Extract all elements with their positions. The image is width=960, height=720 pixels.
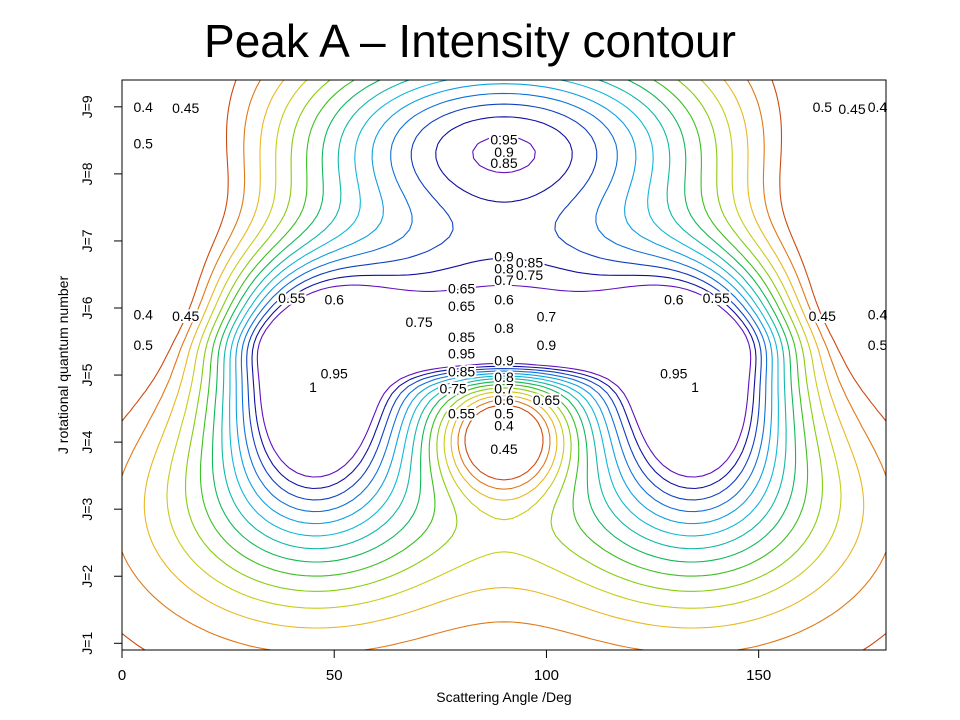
contour-label: 0.5 xyxy=(133,136,153,152)
contour-label: 0.45 xyxy=(809,308,836,324)
contour-level-line xyxy=(221,79,787,550)
contour-level-line xyxy=(143,79,865,629)
y-axis: J=1 J=2 J=3 J=4 J=5 J=6 J=7 J=8 J=9 xyxy=(79,95,122,655)
y-tick-label: J=5 xyxy=(79,363,95,386)
contour-label: 0.95 xyxy=(490,132,517,148)
contour-label: 0.8 xyxy=(494,260,514,276)
contour-level-line xyxy=(166,79,842,609)
contour-label: 0.6 xyxy=(324,291,344,307)
x-tick-label: 150 xyxy=(746,667,771,684)
contour-label: 0.5 xyxy=(868,337,888,353)
contour-labels: 0.950.90.850.9 0.850.8 0.750.70.650.60.650… xyxy=(131,97,889,459)
contour-label: 0.65 xyxy=(448,281,475,297)
contour-label: 0.6 xyxy=(664,291,684,307)
contour-label: 0.6 xyxy=(494,392,514,408)
slide-title: Peak A – Intensity contour xyxy=(204,15,736,67)
x-axis-label: Scattering Angle /Deg xyxy=(436,689,571,705)
contour-label: 0.55 xyxy=(278,290,305,306)
contour-label: 1 xyxy=(691,379,699,395)
contour-label: 0.55 xyxy=(703,290,730,306)
contour-label: 0.9 xyxy=(537,337,557,353)
contour-lines xyxy=(121,79,887,651)
contour-label: 0.45 xyxy=(172,100,199,116)
contour-label: 0.9 xyxy=(494,144,514,160)
x-axis: 0 50 100 150 xyxy=(118,650,771,684)
y-tick-label: J=1 xyxy=(79,632,95,655)
contour-label: 0.8 xyxy=(494,320,514,336)
contour-label: 0.45 xyxy=(172,308,199,324)
contour-label: 0.75 xyxy=(439,381,466,397)
contour-label: 0.75 xyxy=(516,267,543,283)
contour-label: 0.8 xyxy=(494,369,514,385)
contour-level-line xyxy=(211,79,797,563)
x-tick-label: 0 xyxy=(118,667,126,684)
y-tick-label: J=9 xyxy=(79,95,95,118)
y-axis-label: J rotational quantum number xyxy=(55,276,71,455)
contour-label: 0.9 xyxy=(494,352,514,368)
y-tick-label: J=4 xyxy=(79,430,95,453)
plot-frame xyxy=(121,79,887,651)
contour-label: 0.9 xyxy=(494,248,514,264)
contour-label: 0.45 xyxy=(838,101,865,117)
contour-label: 0.7 xyxy=(494,272,514,288)
contour-level-line xyxy=(121,79,887,651)
contour-label: 0.5 xyxy=(133,337,153,353)
y-tick-label: J=6 xyxy=(79,296,95,319)
contour-level-line xyxy=(184,79,824,592)
contour-level-line xyxy=(240,92,768,513)
contour-label: 0.65 xyxy=(448,298,475,314)
y-tick-label: J=8 xyxy=(79,162,95,185)
x-tick-label: 50 xyxy=(326,667,343,684)
contour-label: 0.55 xyxy=(448,405,475,421)
contour-label: 0.75 xyxy=(405,314,432,330)
y-tick-label: J=3 xyxy=(79,497,95,520)
contour-label: 0.6 xyxy=(494,291,514,307)
contour-label: 0.7 xyxy=(494,381,514,397)
contour-label: 0.5 xyxy=(494,405,514,421)
contour-label: 0.95 xyxy=(448,346,475,362)
contour-label: 0.4 xyxy=(494,417,514,433)
contour-level-line xyxy=(256,135,752,478)
contour-label: 0.4 xyxy=(868,99,888,115)
contour-label: 0.85 xyxy=(448,364,475,380)
contour-label: 0.85 xyxy=(516,254,543,270)
contour-label: 0.85 xyxy=(490,155,517,171)
contour-level-line xyxy=(229,79,779,537)
contour-level-line xyxy=(121,79,887,651)
contour-label: 0.4 xyxy=(133,99,153,115)
contour-label: 0.85 xyxy=(448,329,475,345)
contour-label: 0.4 xyxy=(133,307,153,323)
contour-level-line xyxy=(251,116,757,490)
contour-label: 0.4 xyxy=(868,307,888,323)
contour-label: 1 xyxy=(309,379,317,395)
contour-label: 0.5 xyxy=(813,99,833,115)
contour-label: 0.95 xyxy=(321,366,348,382)
contour-level-line xyxy=(235,83,773,525)
contour-label: 0.7 xyxy=(537,309,557,325)
contour-label: 0.45 xyxy=(490,441,517,457)
y-tick-label: J=7 xyxy=(79,229,95,252)
contour-level-line xyxy=(246,103,762,501)
contour-level-line xyxy=(199,79,809,577)
y-tick-label: J=2 xyxy=(79,565,95,588)
contour-label: 0.95 xyxy=(660,366,687,382)
x-tick-label: 100 xyxy=(534,667,559,684)
contour-label: 0.65 xyxy=(533,392,560,408)
